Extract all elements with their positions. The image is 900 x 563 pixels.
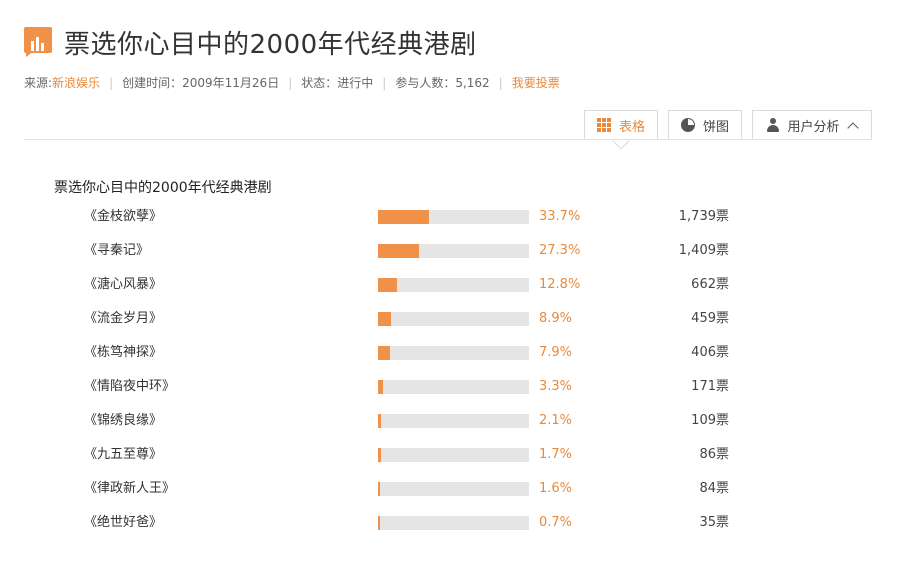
option-percent: 1.7%: [539, 447, 573, 462]
page-title: 票选你心目中的2000年代经典港剧: [64, 29, 477, 60]
poll-status: 状态：进行中: [301, 76, 374, 90]
progress-track: [378, 312, 529, 326]
option-percent: 1.6%: [539, 481, 573, 496]
progress-track: [378, 210, 529, 224]
poll-row: 《金枝欲孽》 33.7% 1,739票: [0, 207, 900, 227]
meta-divider: |: [382, 75, 387, 90]
progress-fill: [378, 516, 380, 530]
option-label: 《流金岁月》: [84, 311, 163, 326]
user-analysis-button[interactable]: 用户分析: [752, 110, 872, 140]
option-percent: 27.3%: [539, 243, 581, 258]
progress-fill: [378, 278, 397, 292]
pie-view-label: 饼图: [702, 119, 729, 135]
poll-row: 《锦绣良缘》 2.1% 109票: [0, 411, 900, 431]
user-analysis-label: 用户分析: [787, 119, 840, 135]
table-view-button[interactable]: 表格: [584, 110, 658, 150]
poll-row: 《流金岁月》 8.9% 459票: [0, 309, 900, 329]
option-percent: 3.3%: [539, 379, 573, 394]
progress-track: [378, 278, 529, 292]
option-votes: 406票: [691, 345, 729, 360]
option-label: 《溏心风暴》: [84, 277, 163, 292]
source-link[interactable]: 新浪娱乐: [52, 76, 101, 90]
progress-fill: [378, 346, 390, 360]
toolbar-divider: [24, 139, 872, 140]
progress-fill: [378, 210, 429, 224]
progress-track: [378, 482, 529, 496]
option-label: 《九五至尊》: [84, 447, 163, 462]
progress-fill: [378, 312, 391, 326]
progress-fill: [378, 380, 383, 394]
option-votes: 84票: [699, 481, 729, 496]
poll-row: 《寻秦记》 27.3% 1,409票: [0, 241, 900, 261]
meta-divider: |: [109, 75, 114, 90]
created-date: 创建时间：2009年11月26日: [122, 76, 280, 90]
bar-chart-icon: [24, 27, 52, 57]
option-percent: 2.1%: [539, 413, 573, 428]
option-percent: 7.9%: [539, 345, 573, 360]
progress-fill: [378, 448, 381, 462]
poll-title: 票选你心目中的2000年代经典港剧: [54, 180, 272, 196]
option-label: 《律政新人王》: [84, 481, 176, 496]
pie-chart-icon: [680, 118, 695, 132]
vote-link[interactable]: 我要投票: [511, 76, 560, 90]
chevron-up-icon: [846, 121, 859, 134]
table-view-label: 表格: [618, 119, 645, 135]
progress-fill: [378, 244, 419, 258]
option-percent: 12.8%: [539, 277, 581, 292]
poll-row: 《九五至尊》 1.7% 86票: [0, 445, 900, 465]
progress-fill: [378, 414, 381, 428]
page-header: 票选你心目中的2000年代经典港剧: [24, 24, 477, 60]
option-label: 《锦绣良缘》: [84, 413, 163, 428]
option-votes: 171票: [691, 379, 729, 394]
progress-track: [378, 244, 529, 258]
option-votes: 86票: [699, 447, 729, 462]
poll-row: 《绝世好爸》 0.7% 35票: [0, 513, 900, 533]
option-votes: 459票: [691, 311, 729, 326]
progress-fill: [378, 482, 380, 496]
option-percent: 33.7%: [539, 209, 581, 224]
option-votes: 1,409票: [678, 243, 729, 258]
meta-info: 来源: 新浪娱乐 | 创建时间：2009年11月26日 | 状态：进行中 | 参…: [24, 74, 560, 91]
progress-track: [378, 380, 529, 394]
option-label: 《绝世好爸》: [84, 515, 163, 530]
option-label: 《金枝欲孽》: [84, 209, 163, 224]
user-icon: [767, 118, 780, 132]
source-label: 来源:: [24, 76, 53, 90]
meta-divider: |: [498, 75, 503, 90]
poll-row: 《栋笃神探》 7.9% 406票: [0, 343, 900, 363]
progress-track: [378, 516, 529, 530]
pie-view-button[interactable]: 饼图: [668, 110, 742, 140]
participant-count: 参与人数：5,162: [395, 76, 490, 90]
active-indicator: [612, 132, 630, 150]
progress-track: [378, 414, 529, 428]
option-label: 《寻秦记》: [84, 243, 150, 258]
poll-row: 《溏心风暴》 12.8% 662票: [0, 275, 900, 295]
option-label: 《栋笃神探》: [84, 345, 163, 360]
option-votes: 1,739票: [678, 209, 729, 224]
poll-row: 《情陷夜中环》 3.3% 171票: [0, 377, 900, 397]
option-votes: 35票: [699, 515, 729, 530]
progress-track: [378, 448, 529, 462]
option-label: 《情陷夜中环》: [84, 379, 176, 394]
progress-track: [378, 346, 529, 360]
option-votes: 109票: [691, 413, 729, 428]
option-percent: 8.9%: [539, 311, 573, 326]
option-percent: 0.7%: [539, 515, 573, 530]
grid-icon: [596, 118, 611, 132]
poll-row: 《律政新人王》 1.6% 84票: [0, 479, 900, 499]
option-votes: 662票: [691, 277, 729, 292]
meta-divider: |: [288, 75, 293, 90]
